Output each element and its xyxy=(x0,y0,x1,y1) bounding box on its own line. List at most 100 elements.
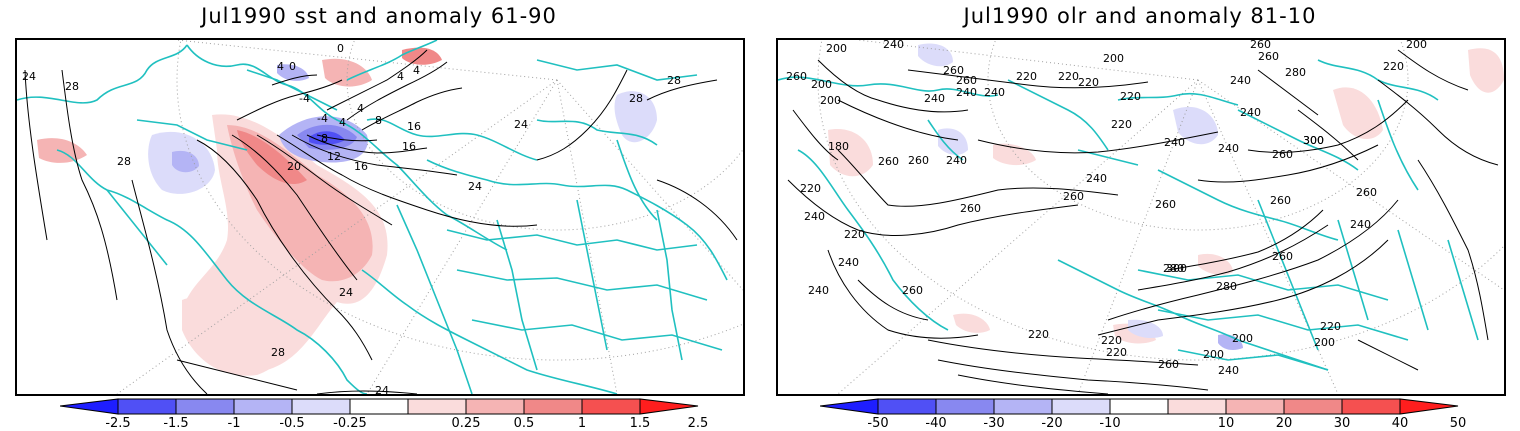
olr-colorbar xyxy=(820,398,1459,415)
contour-label: 200 xyxy=(811,78,832,91)
contour-label: 260 xyxy=(786,70,807,83)
colorbar-high-triangle xyxy=(639,398,699,415)
colorbar-box xyxy=(1225,398,1285,415)
colorbar-box xyxy=(1109,398,1169,415)
colorbar-tick-label: -50 xyxy=(867,416,889,431)
colorbar-box xyxy=(233,398,293,415)
colorbar-tick-label: 2.5 xyxy=(687,416,709,431)
colorbar-tick-label: -10 xyxy=(1099,416,1121,431)
colorbar-tick-label: 0.5 xyxy=(513,416,535,431)
contour-label: 4 xyxy=(339,116,346,129)
contour-label: 260 xyxy=(1258,50,1279,63)
positive-anomaly-area xyxy=(828,129,873,177)
contour-label: 220 xyxy=(1078,76,1099,89)
contour-label: 260 xyxy=(1272,250,1293,263)
contour-label: 300 xyxy=(1303,134,1324,147)
positive-anomaly-area xyxy=(1198,253,1233,275)
contour-label: 260 xyxy=(1158,358,1179,371)
negative-anomaly-area xyxy=(309,131,345,145)
colorbar-tick-label: -0.5 xyxy=(279,416,305,431)
contour-label: 240 xyxy=(1086,172,1107,185)
colorbar-tick-label: 20 xyxy=(1275,416,1293,431)
negative-anomaly-area xyxy=(1218,334,1243,351)
colorbar-tick-label: 1.5 xyxy=(629,416,651,431)
positive-anomaly-area xyxy=(1333,87,1383,140)
contour-label: 260 xyxy=(956,74,977,87)
colorbar-tick-label: 0.25 xyxy=(451,416,481,431)
colorbar-tick-label: -40 xyxy=(925,416,947,431)
contour-label: 260 xyxy=(1356,186,1377,199)
contour-label: 180 xyxy=(828,140,849,153)
positive-anomaly-area xyxy=(993,143,1036,166)
sst-map: 24 28 28 28 28 24 24 20 16 16 12 8 8 4 4… xyxy=(15,38,745,396)
colorbar-tick-label: -30 xyxy=(983,416,1005,431)
contour-label: 200 xyxy=(820,94,841,107)
contour-label: 260 xyxy=(1155,198,1176,211)
positive-anomaly-area xyxy=(402,47,442,65)
contour-label: 260 xyxy=(1272,148,1293,161)
contour-label: 4 xyxy=(357,102,364,115)
contour-label: 260 xyxy=(1270,194,1291,207)
olr-anomaly-shading xyxy=(828,43,1504,351)
contour-label: 200 xyxy=(1203,348,1224,361)
contour-label: 220 xyxy=(1111,118,1132,131)
positive-anomaly-area xyxy=(953,313,990,333)
contour-label: 220 xyxy=(1101,334,1122,347)
colorbar-tick-label: -20 xyxy=(1041,416,1063,431)
contour-label: 28 xyxy=(117,155,131,168)
colorbar-box xyxy=(349,398,409,415)
contour-label: 300 xyxy=(1166,262,1187,275)
negative-anomaly-area xyxy=(172,150,199,173)
contour-label: 220 xyxy=(1320,320,1341,333)
positive-anomaly-area xyxy=(182,295,288,376)
contour-label: 16 xyxy=(354,160,368,173)
colorbar-box xyxy=(407,398,467,415)
contour-label: 28 xyxy=(65,80,79,93)
sst-colorbar xyxy=(60,398,699,415)
coastlines xyxy=(778,59,1479,371)
contour-label: 8 xyxy=(375,114,382,127)
colorbar-tick-label: 10 xyxy=(1217,416,1235,431)
contour-label: -4 xyxy=(299,92,310,105)
contour-label: 240 xyxy=(1350,218,1371,231)
negative-anomaly-area xyxy=(614,91,657,143)
colorbar-box xyxy=(117,398,177,415)
contour-label: 24 xyxy=(339,286,353,299)
contour-label: 24 xyxy=(22,70,36,83)
contour-label: 240 xyxy=(804,210,825,223)
contour-label: 16 xyxy=(407,120,421,133)
colorbar-box xyxy=(175,398,235,415)
contour-label: 220 xyxy=(1383,60,1404,73)
coastlines xyxy=(17,40,728,394)
contour-label: 240 xyxy=(984,86,1005,99)
colorbar-tick-label: -0.25 xyxy=(333,416,367,431)
positive-anomaly-area xyxy=(37,138,87,163)
colorbar-tick-label: -1 xyxy=(227,416,241,431)
contour-label: 200 xyxy=(1232,332,1253,345)
contour-label: 260 xyxy=(902,284,923,297)
contour-label: 240 xyxy=(808,284,829,297)
negative-anomaly-area xyxy=(918,43,953,67)
contour-label: 220 xyxy=(1016,70,1037,83)
colorbar-tick-label: 50 xyxy=(1449,416,1467,431)
contour-label: 4 xyxy=(397,70,404,83)
contour-label: 4 xyxy=(277,60,284,73)
contour-label: 4 xyxy=(413,64,420,77)
sst-contour-labels: 24 28 28 28 28 24 24 20 16 16 12 8 8 4 4… xyxy=(22,42,681,394)
colorbar-low-triangle xyxy=(820,398,879,415)
graticule xyxy=(116,40,743,394)
contour-label: 240 xyxy=(838,256,859,269)
contour-label: 220 xyxy=(1028,328,1049,341)
positive-anomaly-area xyxy=(1468,48,1504,93)
colorbar-tick-label: -1.5 xyxy=(163,416,189,431)
contour-label: 200 xyxy=(1314,336,1335,349)
contour-label: 16 xyxy=(402,140,416,153)
contour-label: 280 xyxy=(1285,66,1306,79)
contour-label: 220 xyxy=(800,182,821,195)
colorbar-box xyxy=(581,398,641,415)
contour-label: 280 xyxy=(1163,262,1184,275)
contour-label: 240 xyxy=(1240,106,1261,119)
right-panel-title: Jul1990 olr and anomaly 81-10 xyxy=(963,4,1317,28)
colorbar-tick-label: 40 xyxy=(1391,416,1409,431)
colorbar-box xyxy=(1167,398,1227,415)
